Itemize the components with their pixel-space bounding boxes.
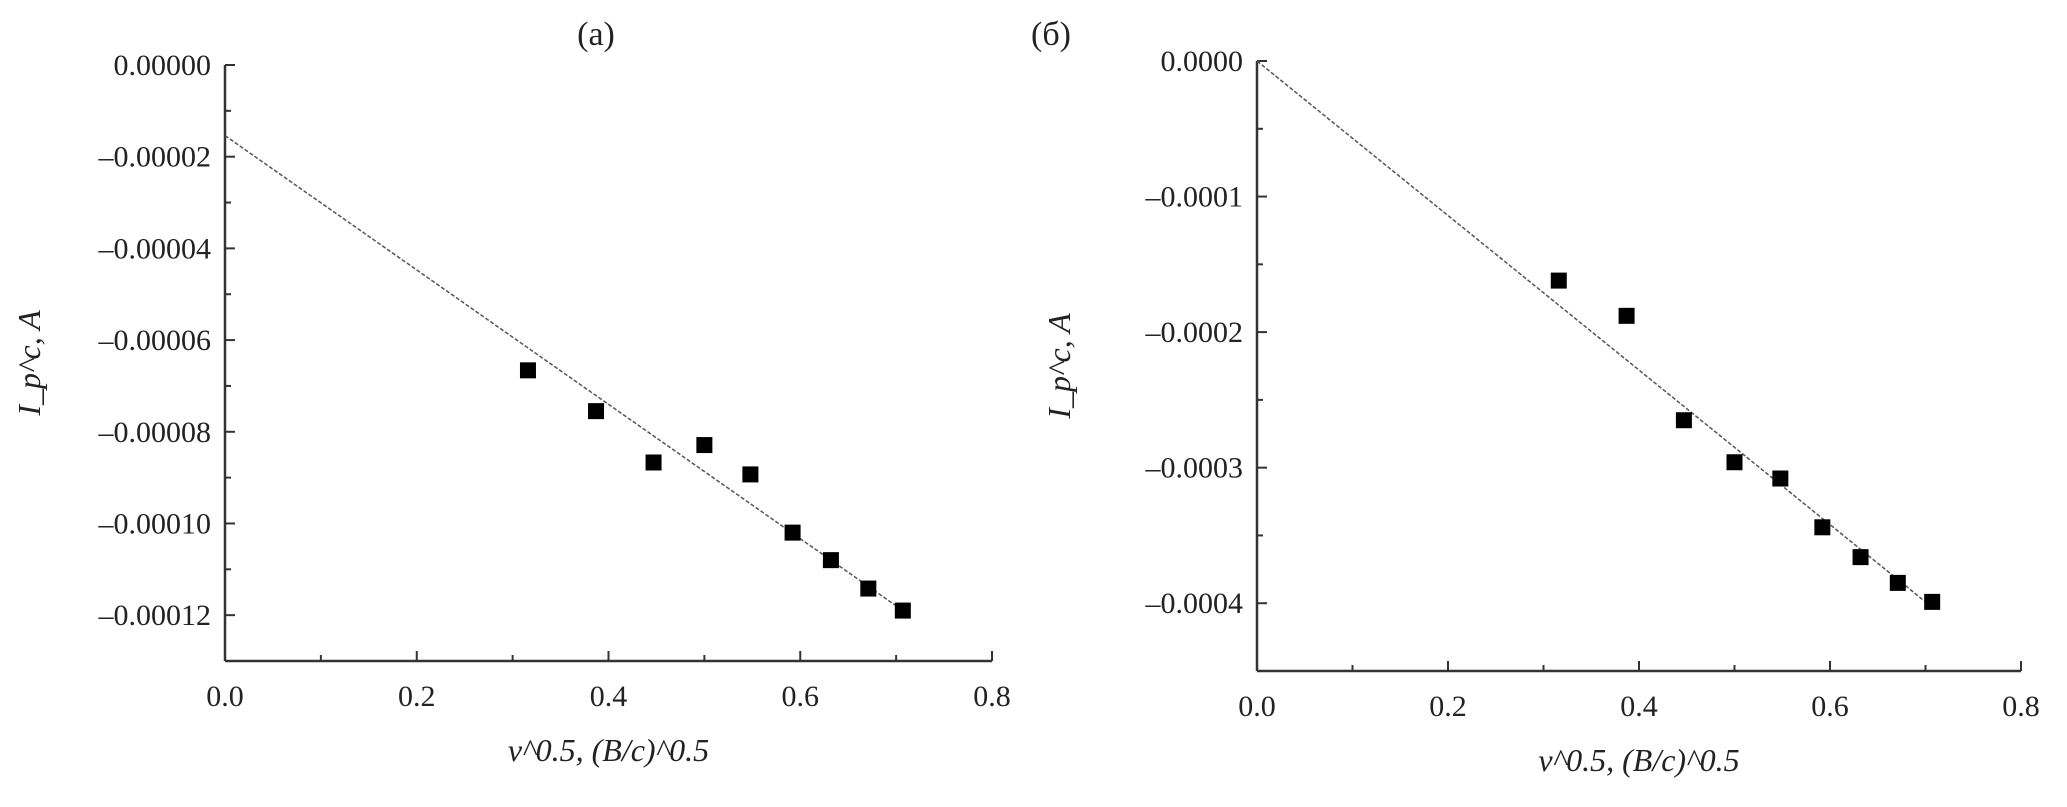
y-tick-label: –0.0001 [1145,181,1244,214]
data-point [1726,454,1743,471]
data-point [1889,574,1906,591]
data-point [1814,519,1831,536]
fit-line [1256,60,1933,608]
x-tick-label: 0.6 [782,680,820,713]
data-point [588,403,605,420]
data-point [860,580,877,597]
y-tick-label: –0.0003 [1145,452,1244,485]
y-tick-label: 0.0000 [1161,45,1244,78]
fit-line [224,134,904,612]
x-axis-label: v^0.5, (B/c)^0.5 [508,732,709,768]
x-tick-label: 0.4 [1620,690,1658,723]
x-tick-label: 0.0 [206,680,244,713]
y-tick-label: –0.00008 [98,416,212,449]
chart-title: (a) [577,16,615,53]
chart-panel-1: (б) 0.0 0.2 0.4 0.6 0.8 0.0000 –0.0001 –0.0002 –0… [1031,16,2040,778]
x-tick-label: 0.6 [1811,690,1849,723]
data-point [696,437,713,454]
data-point [1618,307,1635,324]
y-tick-label: –0.00006 [98,324,212,357]
x-tick-label: 0.4 [590,680,628,713]
chart-title: (б) [1031,16,1071,53]
y-axis-label: I_p^c, A [1041,313,1077,420]
data-point [1924,593,1941,610]
data-point [784,524,801,541]
y-axis-label: I_p^c, A [11,310,47,417]
y-tick-label: –0.0004 [1145,587,1244,620]
data-point [1852,549,1869,566]
x-axis-label: v^0.5, (B/c)^0.5 [1538,742,1739,778]
x-tick-label: 0.2 [1429,690,1467,723]
y-tick-label: 0.00000 [114,49,212,82]
data-point [1772,470,1789,487]
data-point [645,454,662,471]
x-tick-label: 0.2 [398,680,436,713]
x-tick-label: 0.0 [1238,690,1276,723]
y-tick-label: –0.00004 [98,232,212,265]
chart-panel-0: (a) 0.0 0.2 0.4 0.6 0.8 0.00000 –0.00002 –0.0000… [11,16,1011,768]
data-point [822,552,839,569]
y-tick-label: –0.0002 [1145,316,1244,349]
data-point [1550,272,1567,289]
y-tick-label: –0.00002 [98,141,212,174]
y-tick-label: –0.00012 [98,599,212,632]
data-point [742,466,759,483]
data-point [894,602,911,619]
x-tick-label: 0.8 [2002,690,2040,723]
data-point [519,362,536,379]
data-point [1675,412,1692,429]
x-tick-label: 0.8 [973,680,1011,713]
y-tick-label: –0.00010 [98,507,212,540]
